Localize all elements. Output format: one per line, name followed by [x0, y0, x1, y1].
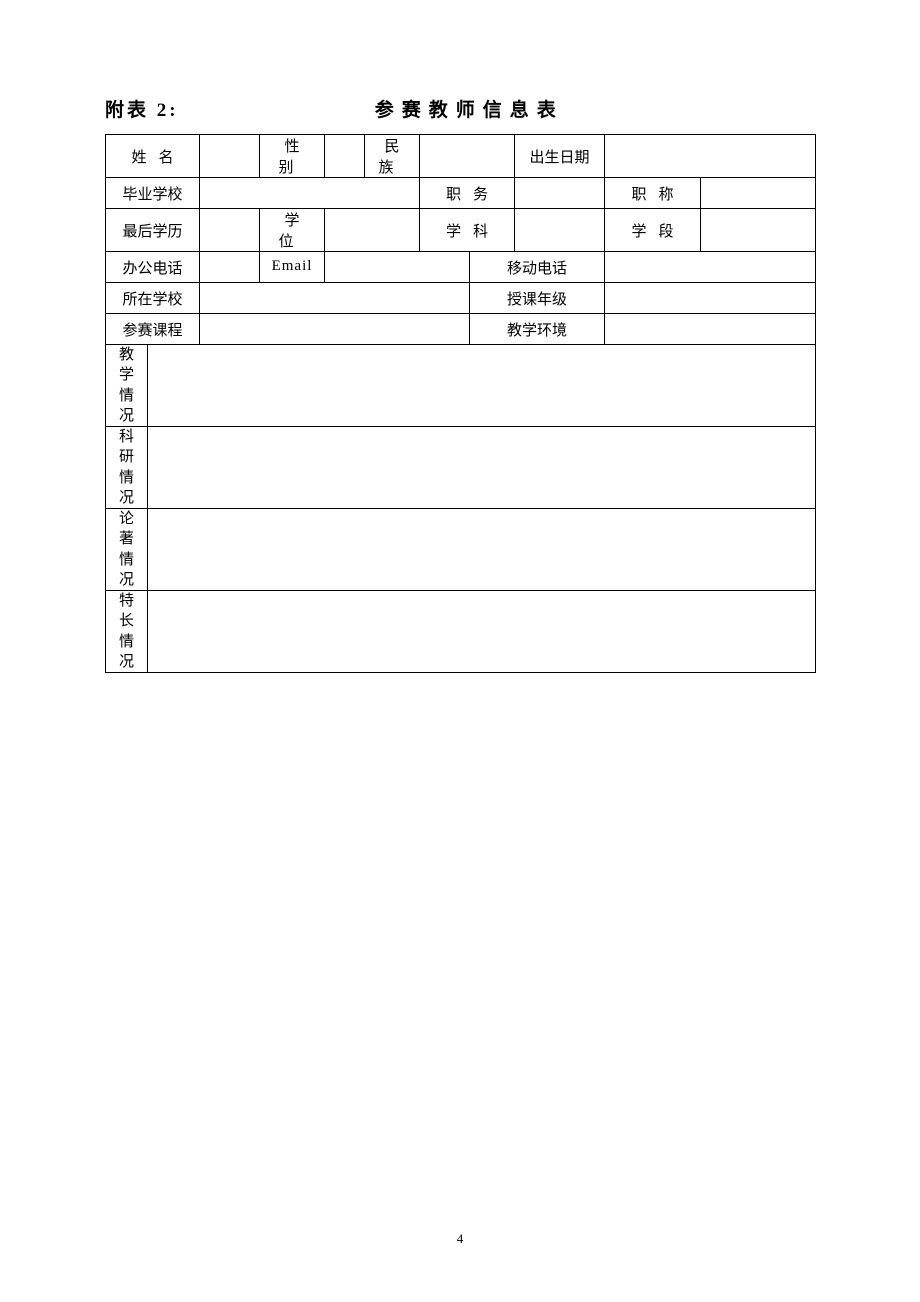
label-office-phone: 办公电话: [106, 252, 200, 283]
value-grade: [605, 283, 816, 314]
table-row: 最后学历 学位 学科 学段: [106, 209, 816, 252]
label-education: 最后学历: [106, 209, 200, 252]
label-degree: 学位: [260, 209, 325, 252]
value-stage: [701, 209, 816, 252]
value-position: [515, 178, 605, 209]
teacher-info-table: 姓名 性别 民族 出生日期 毕业学校 职务 职称 最后学历 学位 学科 学段: [105, 134, 816, 673]
label-name: 姓名: [106, 135, 200, 178]
label-subject: 学科: [420, 209, 515, 252]
value-email: [325, 252, 470, 283]
table-row: 所在学校 授课年级: [106, 283, 816, 314]
page-header: 附表 2: 参赛教师信息表: [105, 95, 820, 122]
value-publication: [148, 509, 816, 591]
table-row: 办公电话 Email 移动电话: [106, 252, 816, 283]
label-publication: 论著情况: [106, 509, 148, 591]
label-position: 职务: [420, 178, 515, 209]
page-number: 4: [0, 1231, 920, 1247]
label-specialty: 特长情况: [106, 591, 148, 673]
value-name: [200, 135, 260, 178]
value-education: [200, 209, 260, 252]
label-course: 参赛课程: [106, 314, 200, 345]
table-row: 特长情况: [106, 591, 816, 673]
label-birth: 出生日期: [515, 135, 605, 178]
value-research: [148, 427, 816, 509]
value-mobile: [605, 252, 816, 283]
label-gender: 性别: [260, 135, 325, 178]
value-teaching: [148, 345, 816, 427]
table-row: 教学情况: [106, 345, 816, 427]
table-row: 姓名 性别 民族 出生日期: [106, 135, 816, 178]
table-row: 科研情况: [106, 427, 816, 509]
label-environment: 教学环境: [470, 314, 605, 345]
label-grade: 授课年级: [470, 283, 605, 314]
label-stage: 学段: [605, 209, 701, 252]
label-alma-mater: 毕业学校: [106, 178, 200, 209]
page-title: 参赛教师信息表: [179, 95, 820, 122]
value-birth: [605, 135, 816, 178]
label-ethnicity: 民族: [365, 135, 420, 178]
value-specialty: [148, 591, 816, 673]
value-gender: [325, 135, 365, 178]
value-environment: [605, 314, 816, 345]
table-row: 参赛课程 教学环境: [106, 314, 816, 345]
value-course: [200, 314, 470, 345]
label-research: 科研情况: [106, 427, 148, 509]
label-school: 所在学校: [106, 283, 200, 314]
attachment-prefix: 附表 2:: [105, 95, 179, 122]
value-ethnicity: [420, 135, 515, 178]
label-email: Email: [260, 252, 325, 283]
table-row: 论著情况: [106, 509, 816, 591]
table-row: 毕业学校 职务 职称: [106, 178, 816, 209]
value-degree: [325, 209, 420, 252]
value-alma-mater: [200, 178, 420, 209]
value-title-rank: [701, 178, 816, 209]
label-teaching: 教学情况: [106, 345, 148, 427]
value-subject: [515, 209, 605, 252]
value-school: [200, 283, 470, 314]
value-office-phone: [200, 252, 260, 283]
label-title-rank: 职称: [605, 178, 701, 209]
label-mobile: 移动电话: [470, 252, 605, 283]
